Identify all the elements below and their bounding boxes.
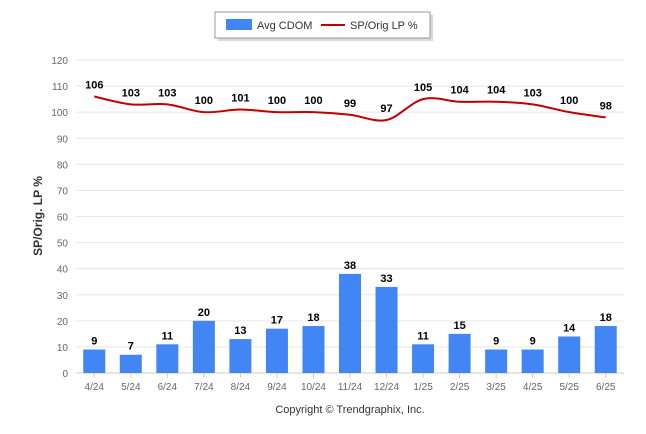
- bar: [156, 344, 179, 373]
- bar-value-label: 14: [563, 322, 576, 334]
- grid: [76, 59, 624, 374]
- bar: [521, 349, 544, 373]
- legend-swatch-bar: [226, 19, 252, 30]
- bar: [594, 326, 617, 373]
- bar-value-label: 13: [234, 325, 246, 337]
- bar: [119, 354, 142, 373]
- y-tick-label: 20: [57, 317, 69, 328]
- bar-value-label: 11: [162, 330, 174, 342]
- bar-value-label: 9: [493, 336, 499, 348]
- y-tick-label: 110: [52, 82, 68, 93]
- x-tick-label: 7/24: [194, 382, 214, 393]
- bar: [192, 320, 215, 373]
- bar: [229, 339, 252, 373]
- line-value-label: 98: [600, 100, 612, 112]
- bar: [558, 336, 581, 373]
- bar: [375, 286, 398, 373]
- legend-label-line: SP/Orig LP %: [350, 20, 418, 32]
- bar-value-label: 20: [198, 307, 210, 319]
- x-axis: 4/24 5/24 6/24 7/24 8/24 9/24 10/24 11/24 12/24 1…: [85, 373, 616, 393]
- y-tick-label: 0: [62, 369, 68, 380]
- x-tick-label: 5/24: [121, 382, 141, 393]
- x-tick-label: 2/25: [450, 382, 470, 393]
- bar-series: [83, 273, 617, 373]
- legend: Avg CDOM SP/Orig LP %: [214, 11, 433, 41]
- y-tick-label: 80: [57, 160, 69, 171]
- line-series: [94, 95, 606, 122]
- y-tick-label: 10: [57, 343, 69, 354]
- x-tick-label: 9/24: [267, 382, 287, 393]
- bar: [339, 273, 361, 373]
- line-value-label: 103: [158, 87, 176, 99]
- bar-value-label: 18: [307, 312, 319, 324]
- y-tick-label: 70: [57, 186, 69, 197]
- line-value-label: 105: [414, 82, 432, 94]
- bar: [485, 349, 508, 373]
- bar-value-label: 7: [128, 341, 134, 353]
- y-tick-label: 60: [57, 213, 69, 224]
- legend-label-bar: Avg CDOM: [257, 20, 312, 32]
- bar: [265, 328, 288, 373]
- y-tick-label: 90: [57, 134, 69, 145]
- x-tick-label: 4/25: [523, 382, 543, 393]
- x-tick-label: 10/24: [301, 382, 326, 393]
- bar-value-label: 33: [380, 273, 392, 285]
- line-value-label: 104: [450, 85, 469, 97]
- bar-value-label: 38: [344, 260, 356, 272]
- bar-value-label: 9: [530, 336, 536, 348]
- line-value-label: 103: [122, 87, 140, 99]
- bar: [302, 326, 325, 373]
- x-tick-label: 8/24: [231, 382, 251, 393]
- x-tick-label: 1/25: [413, 382, 433, 393]
- x-tick-label: 6/25: [596, 382, 616, 393]
- line-labels: 106 103 103 100 101 100 100 99 97 105 104 104 103 100…: [85, 80, 612, 115]
- x-tick-label: 4/24: [85, 382, 105, 393]
- line-path: [94, 95, 606, 122]
- line-value-label: 100: [195, 95, 213, 107]
- bar-value-label: 15: [453, 320, 465, 332]
- line-value-label: 100: [304, 95, 322, 107]
- bar: [83, 349, 106, 373]
- line-value-label: 97: [380, 103, 392, 115]
- x-tick-label: 12/24: [374, 382, 399, 393]
- bar-value-label: 9: [91, 336, 97, 348]
- bar: [412, 344, 435, 373]
- x-tick-label: 6/24: [158, 382, 178, 393]
- copyright-credit: Copyright © Trendgraphix, Inc.: [275, 404, 424, 416]
- bar-value-label: 11: [417, 330, 429, 342]
- y-tick-label: 40: [57, 265, 69, 276]
- bar-value-label: 17: [271, 315, 283, 327]
- line-value-label: 99: [344, 98, 356, 110]
- y-tick-label: 100: [51, 108, 68, 119]
- bar-value-label: 18: [600, 312, 612, 324]
- line-value-label: 101: [231, 93, 249, 105]
- line-value-label: 100: [268, 95, 286, 107]
- y-tick-label: 50: [57, 239, 69, 250]
- line-value-label: 104: [487, 85, 506, 97]
- y-tick-label: 120: [51, 56, 68, 67]
- x-tick-label: 11/24: [338, 382, 363, 393]
- y-tick-label: 30: [57, 291, 69, 302]
- line-value-label: 100: [560, 95, 578, 107]
- y-axis-title: SP/Orig. LP %: [31, 176, 45, 256]
- line-value-label: 103: [523, 87, 541, 99]
- y-axis: 0 10 20 30 40 50 60 70 80 90 100 110 120: [51, 56, 68, 380]
- bar-labels: 9 7 11 20 13 17 18 38 33 11 15 9 9 14 18: [91, 260, 612, 353]
- bar: [448, 333, 471, 373]
- x-tick-label: 5/25: [559, 382, 579, 393]
- x-tick-label: 3/25: [486, 382, 506, 393]
- line-value-label: 106: [85, 80, 103, 92]
